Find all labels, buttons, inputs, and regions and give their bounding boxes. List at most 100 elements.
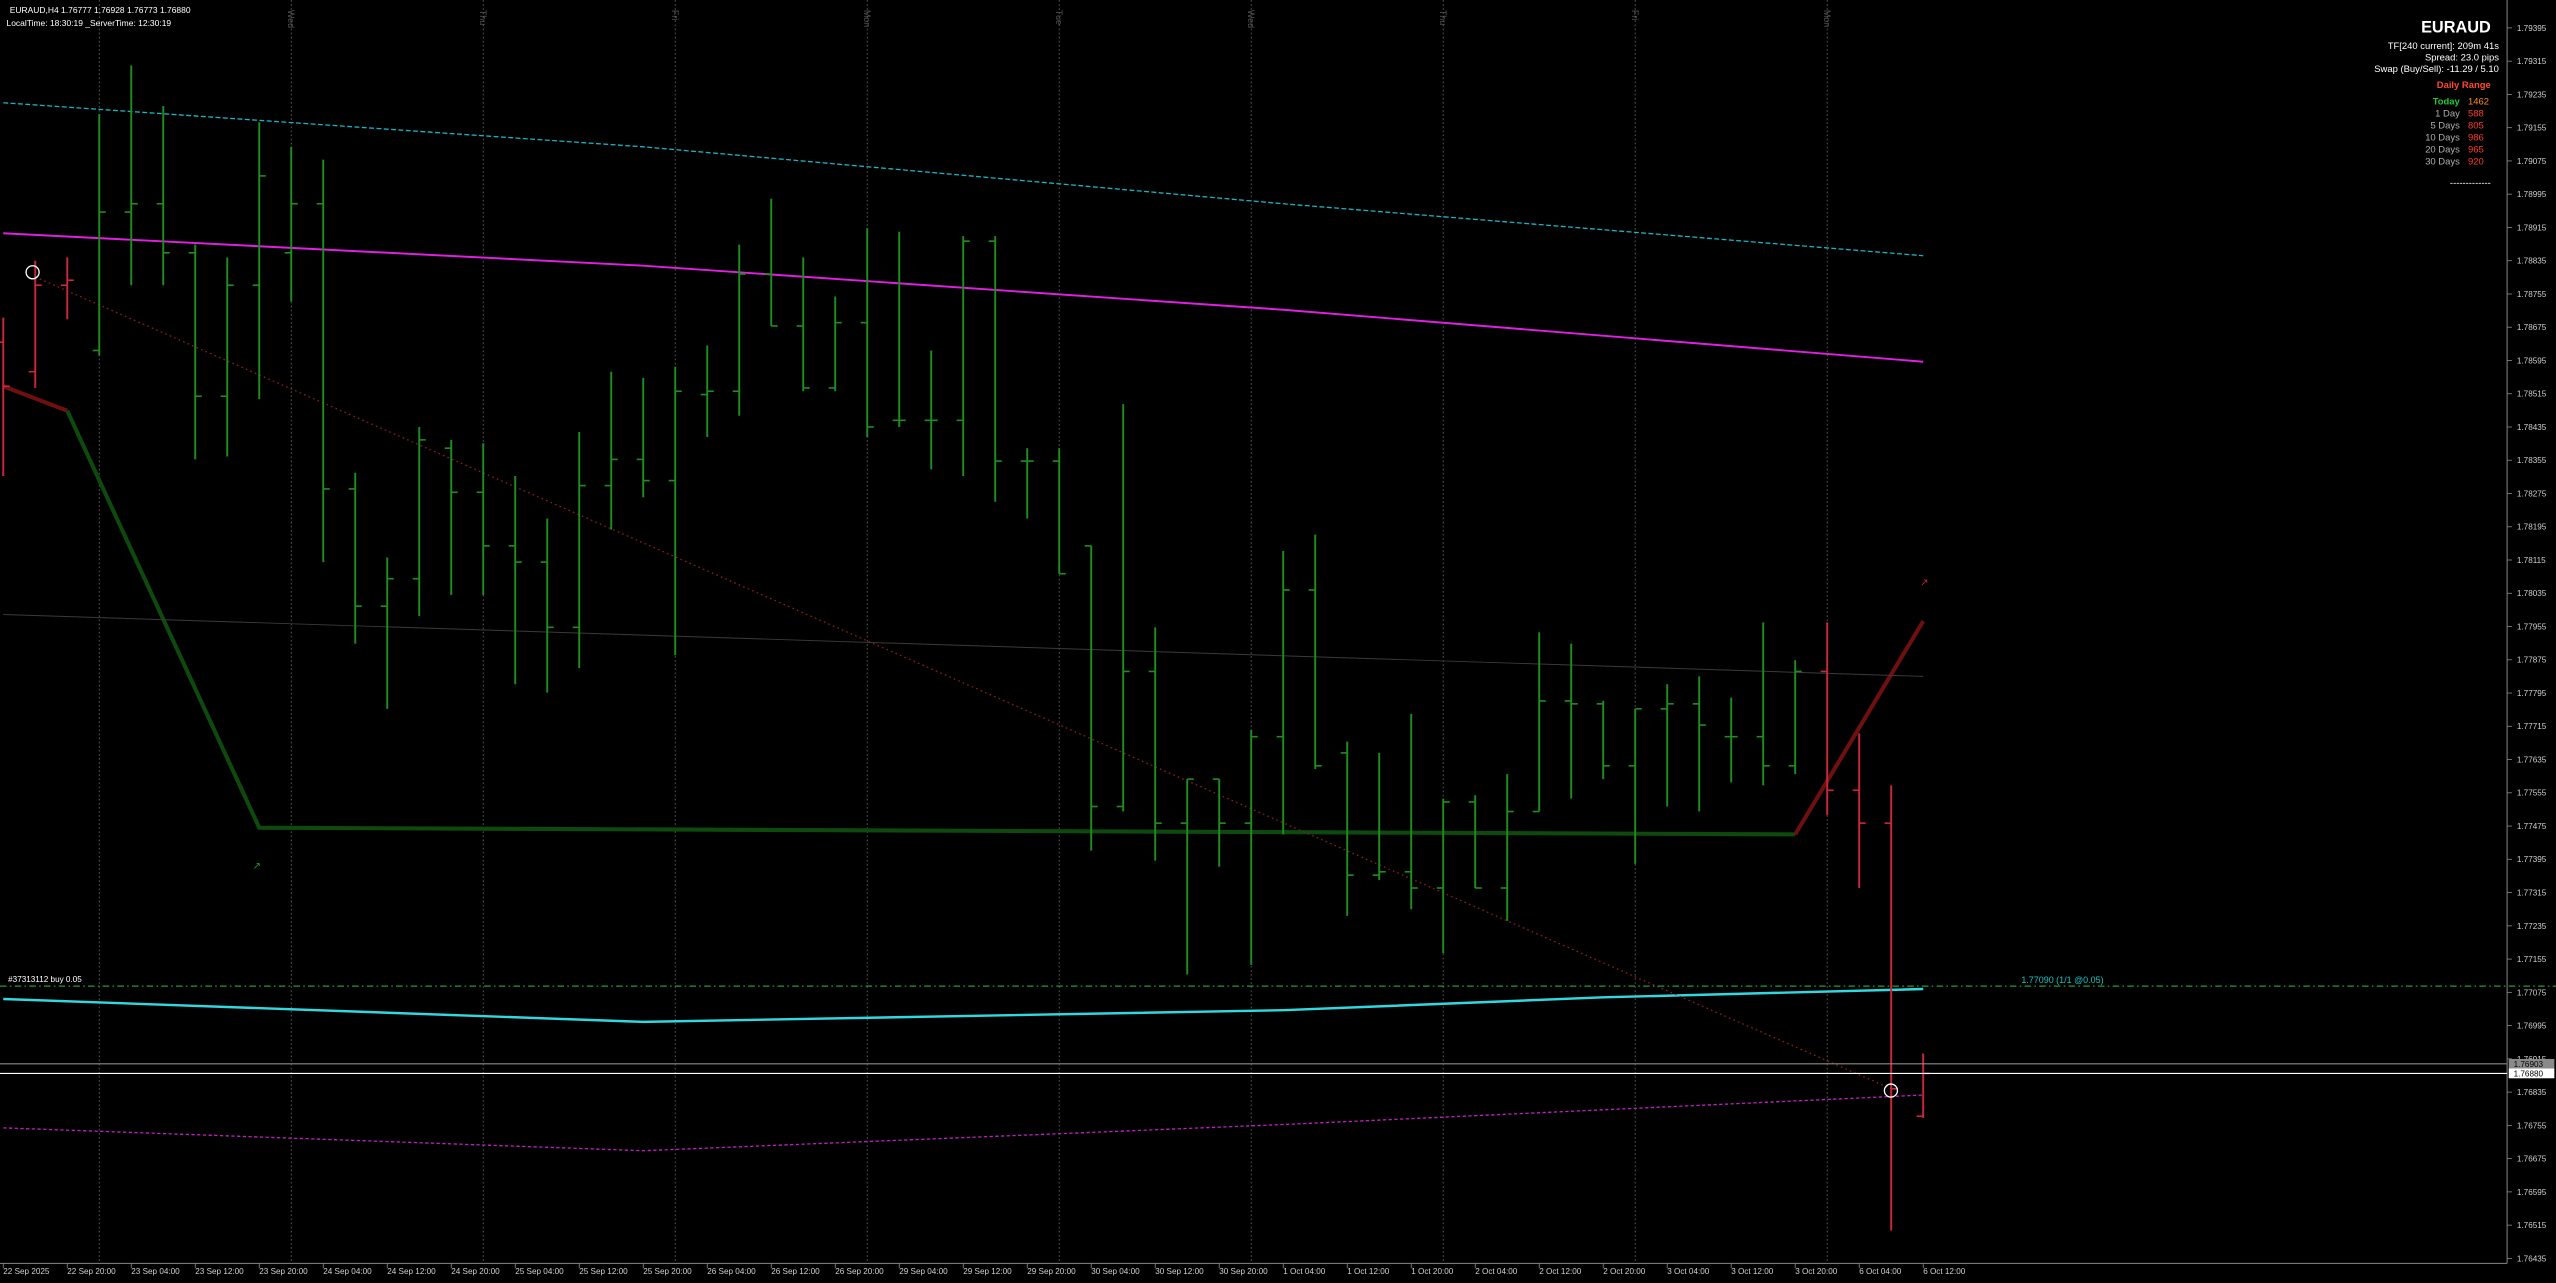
panel-rule: -------------: [2450, 178, 2491, 189]
y-tick-label: 1.79315: [2517, 57, 2547, 66]
x-tick-label: 29 Sep 20:00: [1027, 1267, 1076, 1276]
y-tick-label: 1.76835: [2517, 1088, 2547, 1097]
x-tick-label: 26 Sep 20:00: [835, 1267, 884, 1276]
panel-line: TF[240 current]: 209m 41s: [2388, 41, 2499, 52]
x-tick-label: 30 Sep 04:00: [1091, 1267, 1140, 1276]
range-label: 30 Days: [2425, 157, 2460, 168]
x-tick-label: 25 Sep 04:00: [515, 1267, 564, 1276]
x-tick-label: 24 Sep 04:00: [323, 1267, 372, 1276]
y-tick-label: 1.78595: [2517, 356, 2547, 365]
y-tick-label: 1.78275: [2517, 489, 2547, 498]
y-tick-label: 1.76595: [2517, 1188, 2547, 1197]
y-tick-label: 1.77315: [2517, 889, 2547, 898]
price-label: 1.76880: [2514, 1069, 2544, 1078]
panel-line: Spread: 23.0 pips: [2425, 52, 2499, 63]
y-tick-label: 1.78755: [2517, 290, 2547, 299]
trade-marker: [1883, 1083, 1899, 1098]
x-tick-label: 29 Sep 04:00: [899, 1267, 948, 1276]
y-tick-label: 1.77875: [2517, 656, 2547, 665]
range-label: 10 Days: [2425, 133, 2460, 144]
y-tick-label: 1.76515: [2517, 1221, 2547, 1230]
range-value: 805: [2468, 121, 2484, 132]
indicator-line: [3, 613, 1924, 677]
y-tick-label: 1.78355: [2517, 456, 2547, 465]
day-label: Thu: [478, 10, 488, 25]
y-tick-label: 1.77075: [2517, 988, 2547, 997]
signal-marker: ↗: [1920, 577, 1928, 588]
x-tick-label: 26 Sep 12:00: [771, 1267, 820, 1276]
x-tick-label: 24 Sep 12:00: [387, 1267, 436, 1276]
x-tick-label: 2 Oct 20:00: [1603, 1267, 1646, 1276]
y-tick-label: 1.78515: [2517, 390, 2547, 399]
range-label: 5 Days: [2430, 121, 2460, 132]
chart-title: EURAUD,H4 1.76777 1.76928 1.76773 1.7688…: [10, 5, 191, 15]
y-tick-label: 1.78995: [2517, 190, 2547, 199]
y-tick-label: 1.78435: [2517, 423, 2547, 432]
day-label: Wed: [286, 10, 296, 28]
x-tick-label: 22 Sep 2025: [3, 1267, 50, 1276]
y-tick-label: 1.77635: [2517, 755, 2547, 764]
indicator-line: [3, 987, 1924, 1024]
day-label: Mon: [862, 10, 872, 27]
y-tick-label: 1.77555: [2517, 789, 2547, 798]
y-tick-label: 1.78675: [2517, 323, 2547, 332]
range-label: 20 Days: [2425, 145, 2460, 156]
day-label: Tue: [1054, 10, 1064, 25]
chart-subtitle: LocalTime: 18:30:19 _ServerTime: 12:30:1…: [7, 18, 172, 28]
axes: 1.79395 1.79315 1.79235 1.79155 1.79075 1.789…: [0, 24, 2555, 1276]
panel-line: Swap (Buy/Sell): -11.29 / 5.10: [2374, 64, 2499, 75]
y-tick-label: 1.77475: [2517, 822, 2547, 831]
indicator-line: [3, 1094, 1924, 1152]
y-tick-label: 1.78115: [2517, 556, 2546, 565]
indicator-line: [3, 102, 1924, 257]
y-tick-label: 1.76675: [2517, 1155, 2547, 1164]
y-tick-label: 1.79075: [2517, 157, 2547, 166]
y-tick-label: 1.77395: [2517, 855, 2547, 864]
x-tick-label: 6 Oct 04:00: [1859, 1267, 1902, 1276]
y-tick-label: 1.77795: [2517, 689, 2547, 698]
y-tick-label: 1.79155: [2517, 124, 2547, 133]
trade-marker: [25, 265, 40, 280]
x-tick-label: 23 Sep 20:00: [259, 1267, 308, 1276]
y-tick-label: 1.78915: [2517, 223, 2547, 232]
price-box: [2508, 1068, 2555, 1079]
price-label: 1.76903: [2514, 1060, 2544, 1069]
y-tick-label: 1.77715: [2517, 722, 2547, 731]
x-tick-label: 24 Sep 20:00: [451, 1267, 500, 1276]
x-tick-label: 22 Sep 20:00: [67, 1267, 116, 1276]
y-tick-label: 1.76435: [2517, 1254, 2547, 1263]
y-tick-label: 1.77235: [2517, 922, 2547, 931]
y-tick-label: 1.78195: [2517, 523, 2547, 532]
range-value: 1462: [2468, 96, 2489, 107]
x-tick-label: 25 Sep 12:00: [579, 1267, 628, 1276]
x-tick-label: 30 Sep 12:00: [1155, 1267, 1204, 1276]
x-tick-label: 1 Oct 04:00: [1283, 1267, 1326, 1276]
price-box: [2508, 1058, 2555, 1069]
order-label: #37313112 buy 0.05: [8, 975, 82, 984]
indicator-line: [1793, 620, 1925, 836]
range-value: 588: [2468, 108, 2484, 119]
x-tick-label: 26 Sep 04:00: [707, 1267, 756, 1276]
y-tick-label: 1.76995: [2517, 1022, 2547, 1031]
x-tick-label: 6 Oct 12:00: [1923, 1267, 1966, 1276]
x-tick-label: 3 Oct 04:00: [1667, 1267, 1710, 1276]
x-tick-label: 2 Oct 12:00: [1539, 1267, 1582, 1276]
x-tick-label: 23 Sep 12:00: [195, 1267, 244, 1276]
x-tick-label: 29 Sep 12:00: [963, 1267, 1012, 1276]
y-tick-label: 1.79395: [2517, 24, 2547, 33]
x-tick-label: 23 Sep 04:00: [131, 1267, 180, 1276]
x-tick-label: 30 Sep 20:00: [1219, 1267, 1268, 1276]
signal-marker: ↗: [253, 861, 261, 872]
x-tick-label: 2 Oct 04:00: [1475, 1267, 1518, 1276]
indicator-line: [34, 276, 1892, 1090]
day-label: Thu: [1438, 10, 1448, 25]
y-tick-label: 1.79235: [2517, 90, 2547, 99]
range-value: 986: [2468, 133, 2484, 144]
x-tick-label: 25 Sep 20:00: [643, 1267, 692, 1276]
indicator-line: [2, 384, 68, 413]
range-label: Today: [2433, 96, 2461, 107]
day-label: Wed: [1246, 10, 1256, 28]
y-tick-label: 1.78835: [2517, 257, 2547, 266]
bars: [0, 65, 1930, 1231]
